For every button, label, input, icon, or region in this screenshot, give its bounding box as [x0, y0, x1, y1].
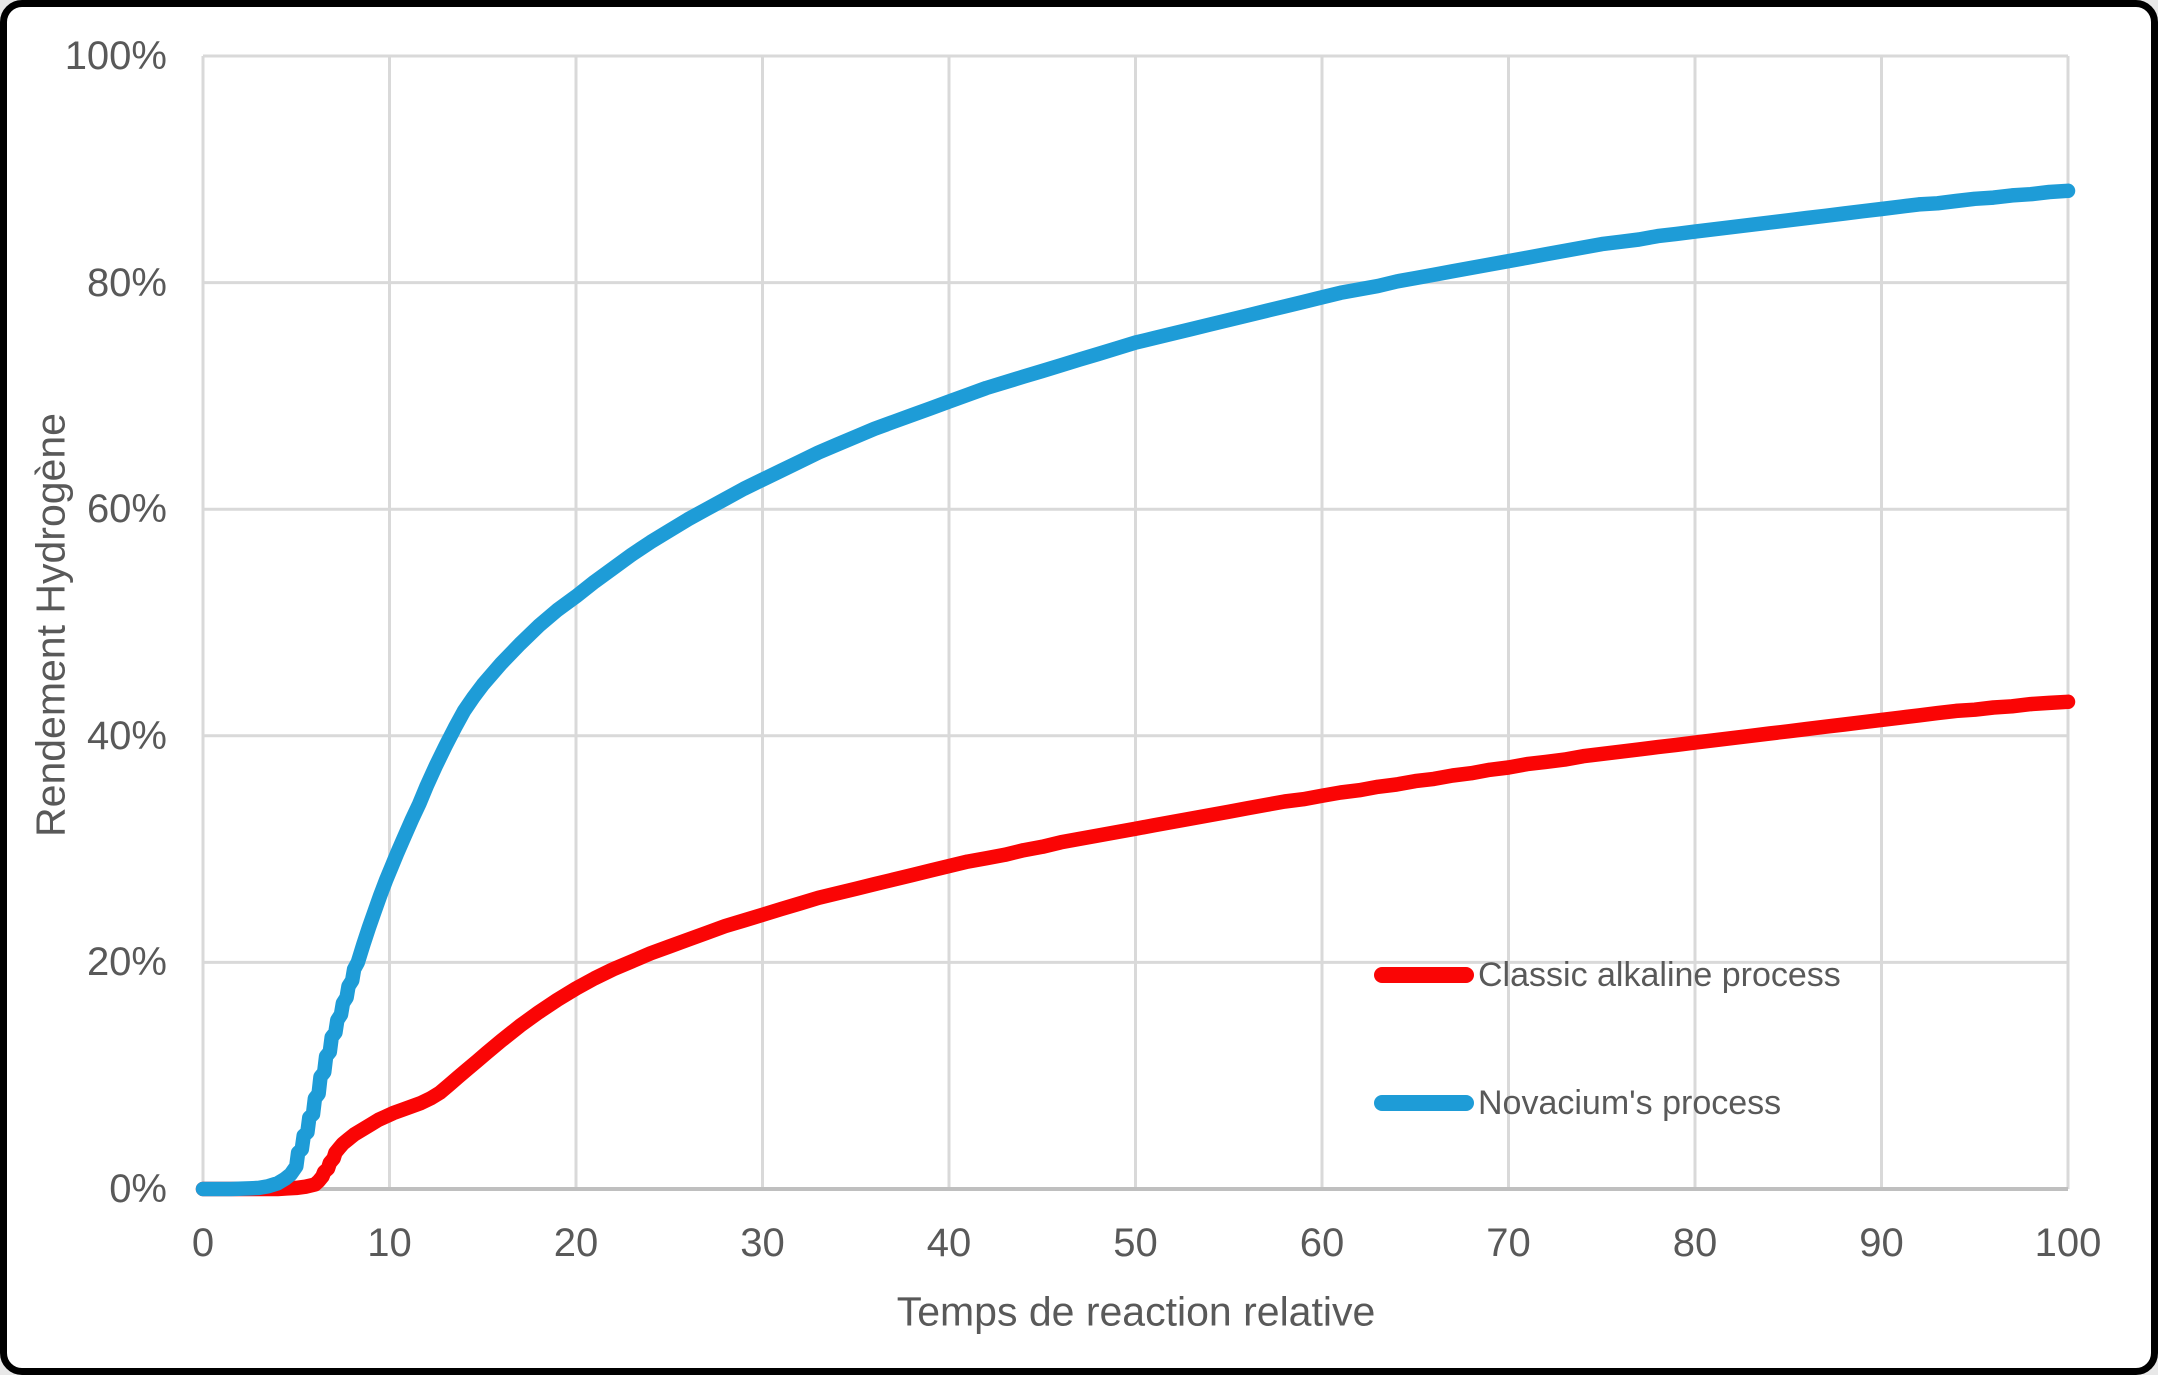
y-tick-label: 0%	[109, 1167, 167, 1211]
legend-swatch-classic-alkaline	[1374, 967, 1474, 983]
legend-label: Classic alkaline process	[1478, 956, 1841, 994]
y-tick-label: 40%	[86, 713, 167, 758]
legend-item-classic-alkaline: Classic alkaline process	[1374, 955, 1841, 995]
x-axis-title: Temps de reaction relative	[896, 1288, 1376, 1335]
x-tick-label: 80	[1672, 1221, 1718, 1265]
x-tick-label: 70	[1486, 1221, 1531, 1265]
x-tick-label: 10	[367, 1221, 412, 1265]
x-tick-label: 90	[1859, 1221, 1904, 1265]
y-axis-title: Rendement Hydrogène	[27, 413, 74, 837]
plot-area	[195, 54, 2076, 1197]
x-tick-label: 100	[2034, 1221, 2102, 1265]
legend-label: Novacium's process	[1478, 1084, 1782, 1122]
x-tick-label: 20	[553, 1221, 599, 1265]
x-tick-label: 40	[926, 1221, 972, 1265]
x-tick-label: 0	[191, 1221, 215, 1265]
y-tick-label: 80%	[86, 260, 167, 305]
y-tick-label: 100%	[64, 34, 167, 78]
legend-swatch-novacium	[1374, 1095, 1474, 1111]
series-line-classic-alkaline-process	[195, 694, 2076, 1197]
x-tick-label: 50	[1113, 1221, 1158, 1265]
series-line-novacium-s-process	[195, 183, 2076, 1197]
y-tick-label: 20%	[86, 940, 167, 985]
x-tick-label: 30	[740, 1221, 785, 1265]
legend-item-novacium: Novacium's process	[1374, 1083, 1781, 1123]
y-tick-label: 60%	[86, 487, 167, 532]
x-tick-label: 60	[1299, 1221, 1345, 1265]
